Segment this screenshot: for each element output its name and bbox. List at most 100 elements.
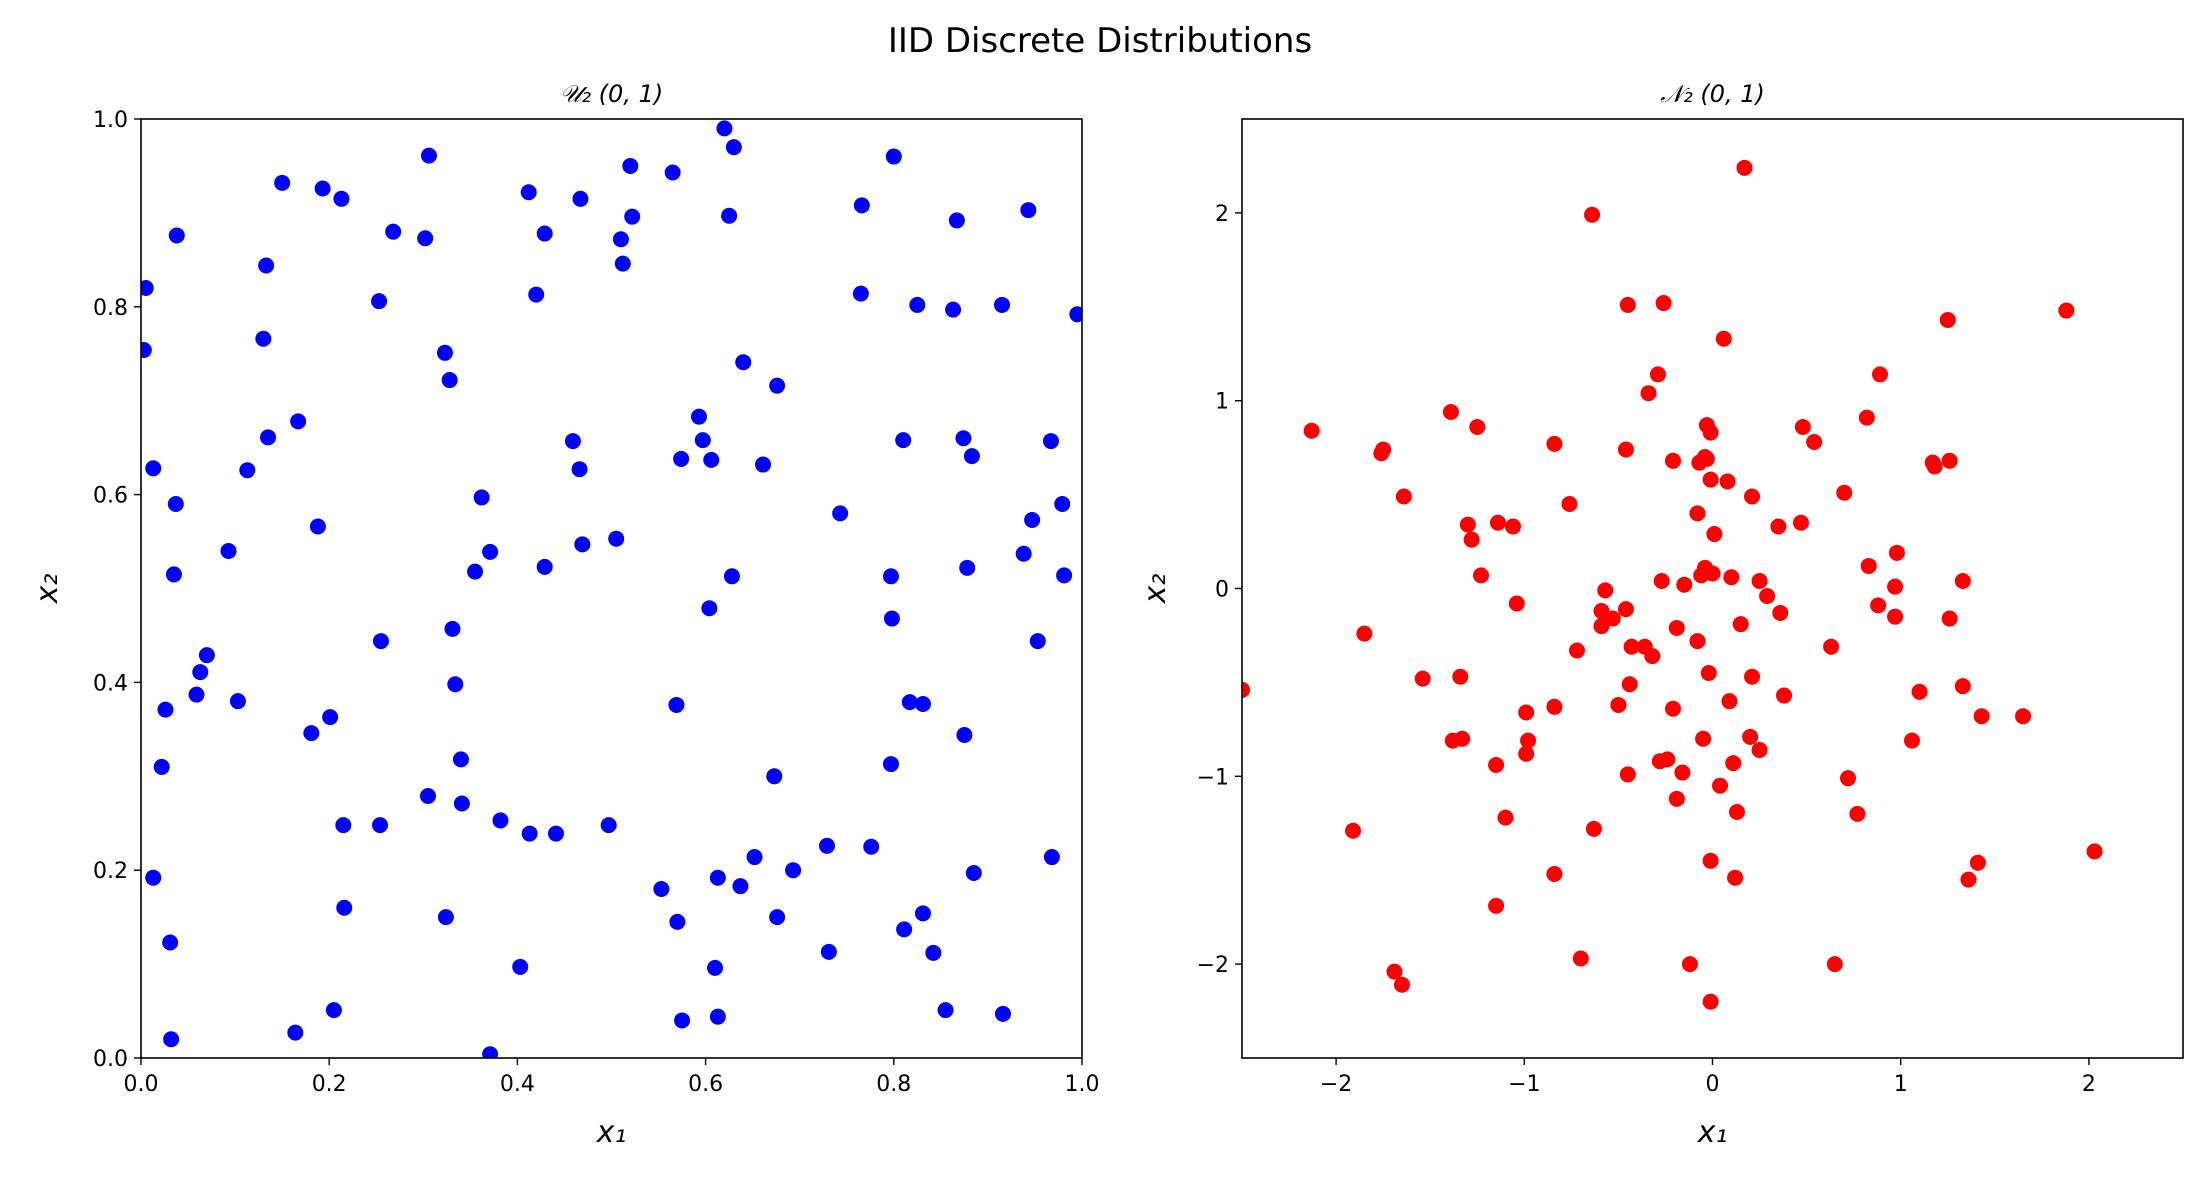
normal-point — [1888, 544, 1905, 561]
normal-point — [1702, 471, 1719, 488]
normal-point — [1604, 610, 1621, 627]
uniform-points-layer — [141, 120, 1082, 1058]
normal-point — [1954, 572, 1971, 589]
uniform-point — [336, 899, 353, 916]
normal-y-ticks: −2 −1 0 1 2 — [1197, 202, 1242, 978]
uniform-y-ticks: 0.0 0.2 0.4 0.6 0.8 1.0 — [93, 108, 141, 1072]
normal-point — [1960, 871, 1977, 888]
normal-point — [1772, 604, 1789, 621]
uniform-point — [420, 147, 437, 164]
normal-point — [1640, 385, 1657, 402]
normal-point — [1728, 803, 1745, 820]
normal-point — [1572, 950, 1589, 967]
normal-point — [1497, 809, 1514, 826]
normal-point — [1872, 366, 1888, 383]
normal-point — [1744, 668, 1761, 685]
uniform-point — [914, 696, 931, 712]
uniform-point — [882, 756, 899, 773]
uniform-point — [668, 696, 685, 713]
uniform-point — [385, 223, 402, 240]
normal-point — [1941, 452, 1958, 469]
normal-point — [1681, 956, 1698, 973]
uniform-point — [163, 1031, 180, 1048]
normal-point — [1776, 687, 1793, 704]
normal-point — [1414, 670, 1431, 687]
uniform-point — [709, 1008, 726, 1025]
uniform-point — [612, 231, 629, 248]
uniform-point — [785, 862, 802, 879]
uniform-point — [473, 489, 490, 506]
normal-point — [1695, 730, 1712, 747]
normal-point — [1674, 764, 1691, 781]
normal-point — [1597, 582, 1614, 599]
normal-x-tick-label: −2 — [1320, 1072, 1352, 1097]
uniform-point — [371, 293, 388, 310]
uniform-point — [653, 880, 670, 897]
uniform-point — [528, 286, 545, 303]
uniform-point — [1029, 633, 1046, 650]
uniform-y-tick-label: 0.2 — [93, 859, 128, 884]
uniform-point — [664, 164, 681, 181]
normal-x-tick-label: 0 — [1706, 1072, 1720, 1097]
normal-point — [1969, 854, 1986, 871]
uniform-point — [436, 344, 453, 361]
normal-point — [1744, 488, 1761, 505]
uniform-point — [622, 157, 639, 174]
normal-points-layer — [1242, 159, 2103, 1010]
normal-point — [1926, 458, 1943, 475]
normal-point — [1794, 418, 1811, 435]
uniform-point — [572, 190, 589, 207]
normal-point — [1619, 296, 1636, 313]
uniform-point — [153, 758, 170, 775]
normal-point — [1373, 445, 1390, 462]
uniform-point — [832, 505, 849, 522]
normal-point — [1593, 618, 1610, 635]
normal-point — [1303, 422, 1320, 439]
normal-point — [1840, 770, 1856, 787]
uniform-point — [290, 413, 307, 430]
uniform-point — [965, 865, 982, 882]
normal-point — [1610, 696, 1627, 713]
uniform-point — [863, 838, 880, 855]
normal-point — [1242, 681, 1250, 698]
normal-point — [1463, 531, 1480, 548]
normal-point — [1759, 588, 1776, 605]
normal-point — [1903, 732, 1920, 749]
uniform-point — [141, 280, 154, 297]
uniform-point — [716, 120, 733, 137]
uniform-point — [168, 227, 185, 244]
uniform-point — [165, 566, 182, 583]
normal-point — [1442, 403, 1459, 420]
uniform-point — [691, 408, 708, 425]
uniform-point — [325, 1002, 342, 1019]
normal-point — [1954, 678, 1971, 695]
uniform-point — [157, 701, 174, 718]
normal-point — [1751, 742, 1768, 759]
uniform-point — [818, 837, 835, 854]
normal-point — [1459, 516, 1476, 533]
uniform-point — [229, 693, 246, 710]
normal-point — [1649, 366, 1666, 383]
uniform-x-tick-label: 0.4 — [500, 1072, 535, 1097]
normal-point — [1664, 700, 1681, 717]
normal-point — [1617, 441, 1634, 458]
normal-point — [1518, 745, 1535, 762]
normal-point — [1488, 757, 1505, 774]
normal-point — [1702, 852, 1719, 869]
normal-point — [1704, 565, 1721, 582]
normal-point — [1569, 642, 1585, 659]
normal-point — [1826, 956, 1843, 973]
normal-point — [1469, 418, 1486, 435]
normal-point — [1473, 567, 1490, 584]
normal-point — [1836, 484, 1853, 501]
normal-y-axis-label: x₂ — [1138, 574, 1173, 605]
uniform-x-tick-label: 0.8 — [876, 1072, 911, 1097]
normal-point — [1941, 610, 1958, 627]
normal-point — [1719, 473, 1736, 490]
normal-point — [1732, 616, 1749, 633]
uniform-point — [901, 694, 918, 711]
normal-point — [2086, 843, 2103, 860]
normal-point — [1725, 755, 1742, 772]
normal-point — [1939, 311, 1956, 328]
